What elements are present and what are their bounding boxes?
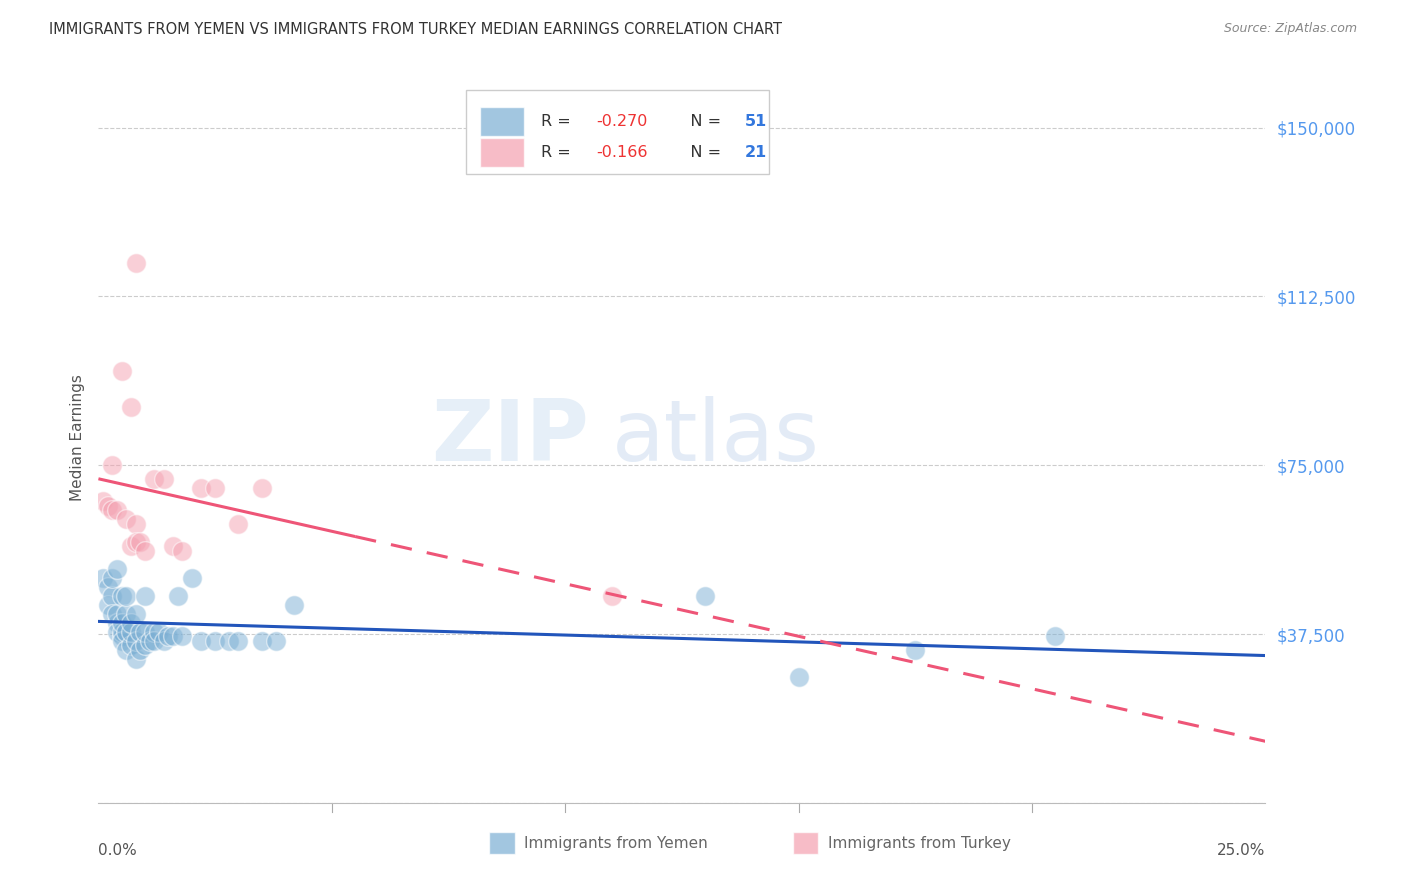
Text: ZIP: ZIP xyxy=(430,395,589,479)
Point xyxy=(148,624,170,639)
Point xyxy=(157,629,180,643)
Point xyxy=(600,589,623,603)
Point xyxy=(204,633,226,648)
Point xyxy=(111,633,134,648)
Point xyxy=(787,670,810,684)
Point xyxy=(190,481,212,495)
Point xyxy=(101,589,124,603)
Point xyxy=(143,624,166,639)
Point xyxy=(97,580,120,594)
Point xyxy=(172,629,194,643)
Point xyxy=(134,624,156,639)
Point xyxy=(162,539,184,553)
Point xyxy=(283,598,305,612)
Text: R =: R = xyxy=(541,113,575,128)
Point xyxy=(115,642,138,657)
Bar xyxy=(489,832,515,854)
Point xyxy=(111,629,134,643)
Point xyxy=(904,642,927,657)
Point xyxy=(125,652,148,666)
Point xyxy=(125,607,148,621)
Point xyxy=(105,615,128,630)
Point xyxy=(120,615,142,630)
Point xyxy=(172,543,194,558)
Point xyxy=(264,633,287,648)
Point xyxy=(190,633,212,648)
Point xyxy=(125,516,148,531)
Point xyxy=(101,503,124,517)
Point xyxy=(101,607,124,621)
Point xyxy=(105,503,128,517)
Point xyxy=(125,255,148,269)
Point xyxy=(111,615,134,630)
Text: N =: N = xyxy=(675,113,725,128)
Text: N =: N = xyxy=(675,145,725,161)
Point xyxy=(166,589,188,603)
Point xyxy=(101,571,124,585)
Text: Immigrants from Yemen: Immigrants from Yemen xyxy=(524,836,709,851)
Point xyxy=(250,481,273,495)
Point xyxy=(695,589,717,603)
Point xyxy=(139,633,162,648)
FancyBboxPatch shape xyxy=(465,90,769,174)
Point xyxy=(120,624,142,639)
Text: 25.0%: 25.0% xyxy=(1218,843,1265,858)
Bar xyxy=(479,106,524,136)
Point xyxy=(115,589,138,603)
Y-axis label: Median Earnings: Median Earnings xyxy=(69,374,84,500)
Point xyxy=(129,642,152,657)
Point xyxy=(125,633,148,648)
Point xyxy=(111,364,134,378)
Text: R =: R = xyxy=(541,145,575,161)
Point xyxy=(250,633,273,648)
Point xyxy=(134,638,156,652)
Point xyxy=(91,571,114,585)
Text: Source: ZipAtlas.com: Source: ZipAtlas.com xyxy=(1223,22,1357,36)
Point xyxy=(115,512,138,526)
Point xyxy=(162,629,184,643)
Text: 51: 51 xyxy=(745,113,768,128)
Point xyxy=(111,589,134,603)
Point xyxy=(204,481,226,495)
Point xyxy=(1045,629,1067,643)
Point xyxy=(97,499,120,513)
Point xyxy=(143,472,166,486)
Text: -0.270: -0.270 xyxy=(596,113,648,128)
Point xyxy=(134,543,156,558)
Text: Immigrants from Turkey: Immigrants from Turkey xyxy=(828,836,1011,851)
Point xyxy=(129,624,152,639)
Point xyxy=(91,494,114,508)
Bar xyxy=(793,832,818,854)
Point xyxy=(105,607,128,621)
Point xyxy=(111,624,134,639)
Point xyxy=(101,458,124,473)
Point xyxy=(228,516,250,531)
Point xyxy=(152,633,174,648)
Point xyxy=(134,589,156,603)
Text: atlas: atlas xyxy=(612,395,820,479)
Point xyxy=(218,633,240,648)
Point xyxy=(152,472,174,486)
Point xyxy=(180,571,202,585)
Text: 0.0%: 0.0% xyxy=(98,843,138,858)
Point xyxy=(97,598,120,612)
Point xyxy=(120,539,142,553)
Text: -0.166: -0.166 xyxy=(596,145,648,161)
Point xyxy=(125,534,148,549)
Point xyxy=(115,607,138,621)
Text: IMMIGRANTS FROM YEMEN VS IMMIGRANTS FROM TURKEY MEDIAN EARNINGS CORRELATION CHAR: IMMIGRANTS FROM YEMEN VS IMMIGRANTS FROM… xyxy=(49,22,782,37)
Point xyxy=(129,534,152,549)
Point xyxy=(105,562,128,576)
Point xyxy=(143,633,166,648)
Bar xyxy=(479,138,524,168)
Point xyxy=(105,624,128,639)
Point xyxy=(120,400,142,414)
Point xyxy=(228,633,250,648)
Point xyxy=(120,638,142,652)
Point xyxy=(115,624,138,639)
Text: 21: 21 xyxy=(745,145,768,161)
